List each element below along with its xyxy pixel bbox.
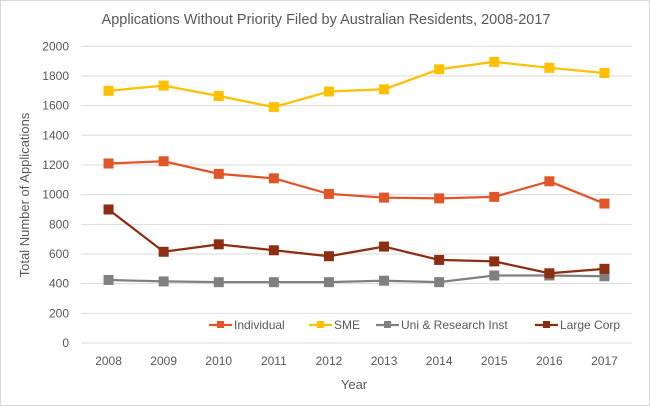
data-point <box>323 188 334 199</box>
series-line <box>108 60 605 109</box>
x-tick-label: 2017 <box>591 354 618 368</box>
series-uni-research-inst <box>103 270 610 288</box>
x-axis-ticks: 2008 2009 2010 2011 2012 2013 2014 2015 2016 2017 <box>95 354 618 368</box>
y-tick-label: 0 <box>62 336 69 350</box>
legend-item: Uni & Research Inst <box>376 318 508 332</box>
series-sme <box>103 56 610 113</box>
x-tick-label: 2015 <box>481 354 508 368</box>
data-point <box>489 56 500 67</box>
legend-label: Uni & Research Inst <box>401 318 508 332</box>
series-line <box>108 160 605 205</box>
legend: Individual SME Uni & Research Inst Large Co… <box>209 318 620 332</box>
data-point <box>599 68 610 79</box>
data-point <box>544 176 555 187</box>
chart-title: Applications Without Priority Filed by A… <box>102 12 551 28</box>
legend-marker <box>543 321 550 328</box>
data-point <box>489 270 500 281</box>
data-point <box>434 193 445 204</box>
data-point <box>323 277 334 288</box>
data-point <box>379 241 390 252</box>
legend-item: SME <box>309 318 360 332</box>
data-point <box>103 85 114 96</box>
x-axis-label: Year <box>341 377 368 392</box>
data-point <box>268 173 279 184</box>
data-point <box>379 192 390 203</box>
legend-marker <box>317 321 324 328</box>
data-point <box>323 86 334 97</box>
y-tick-label: 1000 <box>42 188 69 202</box>
data-point <box>379 84 390 95</box>
data-point <box>268 245 279 256</box>
data-point <box>434 277 445 288</box>
y-tick-label: 1400 <box>42 128 69 142</box>
data-point <box>599 271 610 282</box>
data-point <box>103 204 114 215</box>
x-tick-label: 2014 <box>426 354 453 368</box>
data-point <box>213 90 224 101</box>
y-tick-label: 1600 <box>42 99 69 113</box>
data-point <box>434 254 445 265</box>
x-tick-label: 2010 <box>205 354 232 368</box>
series-line <box>107 208 605 275</box>
data-point <box>489 256 500 267</box>
data-point <box>158 276 169 287</box>
data-point <box>323 251 334 262</box>
data-point <box>434 64 445 75</box>
data-point <box>599 198 610 209</box>
legend-marker <box>384 321 391 328</box>
y-tick-label: 600 <box>49 247 69 261</box>
y-tick-label: 200 <box>49 306 69 320</box>
data-point <box>103 158 114 169</box>
x-tick-label: 2009 <box>150 354 177 368</box>
y-tick-label: 800 <box>49 217 69 231</box>
legend-label: SME <box>334 318 360 332</box>
data-point <box>268 102 279 113</box>
legend-item: Individual <box>209 318 285 332</box>
data-point <box>599 263 610 274</box>
series-group <box>103 56 610 288</box>
x-tick-label: 2008 <box>95 354 122 368</box>
data-point <box>544 62 555 73</box>
data-point <box>158 246 169 257</box>
legend-item: Large Corp <box>535 318 620 332</box>
data-point <box>379 275 390 286</box>
legend-label: Individual <box>234 318 285 332</box>
data-point <box>268 277 279 288</box>
data-point <box>158 156 169 167</box>
x-tick-label: 2013 <box>371 354 398 368</box>
series-individual <box>103 156 610 209</box>
data-point <box>103 274 114 285</box>
y-tick-label: 2000 <box>42 39 69 53</box>
series-large-corp <box>103 204 610 279</box>
y-axis-label: Total Number of Applications <box>17 112 32 277</box>
data-point <box>213 168 224 179</box>
series-line <box>108 274 605 284</box>
data-point <box>544 268 555 279</box>
legend-label: Large Corp <box>560 318 620 332</box>
x-tick-label: 2016 <box>536 354 563 368</box>
y-tick-label: 1800 <box>42 69 69 83</box>
y-axis-ticks: 0 200 400 600 800 1000 1200 1400 1600 1800 2000 <box>42 39 69 350</box>
x-tick-label: 2011 <box>261 354 287 368</box>
data-point <box>158 80 169 91</box>
x-tick-label: 2012 <box>316 354 343 368</box>
legend-marker <box>217 321 224 328</box>
data-point <box>489 191 500 202</box>
data-point <box>213 239 224 250</box>
y-tick-label: 400 <box>49 277 69 291</box>
y-tick-label: 1200 <box>42 158 69 172</box>
data-point <box>213 277 224 288</box>
